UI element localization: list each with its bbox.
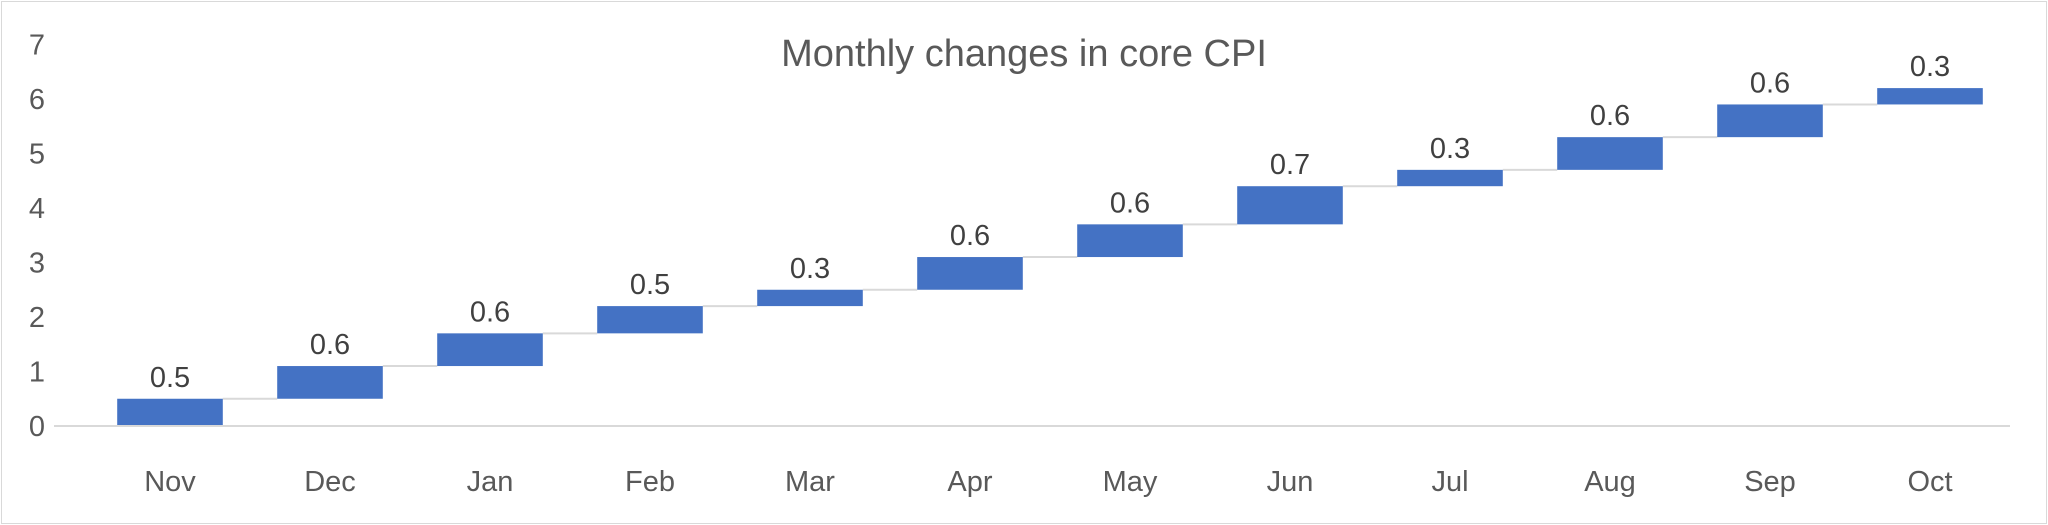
bar-sep [1717,104,1823,138]
data-label: 0.6 [470,296,510,328]
bar-aug [1557,137,1663,170]
data-label: 0.6 [950,220,990,252]
data-label: 0.6 [1110,187,1150,219]
x-tick-label: Oct [1907,466,1952,498]
bars [117,88,1983,426]
bar-oct [1877,88,1983,105]
data-label: 0.6 [1590,100,1630,132]
bar-feb [597,306,703,334]
y-tick-label: 7 [29,30,45,62]
data-label: 0.5 [630,269,670,301]
y-tick-label: 2 [29,302,45,334]
data-label: 0.3 [1430,133,1470,165]
bar-mar [757,289,863,307]
bar-nov [117,398,223,426]
x-tick-label: Mar [785,466,835,498]
data-label: 0.7 [1270,149,1310,181]
x-tick-label: Jul [1431,466,1468,498]
x-axis-tick-labels: Nov Dec Jan Feb Mar Apr May Jun Jul Aug Sep Oct [144,466,1952,498]
data-label: 0.3 [790,253,830,285]
data-label: 0.6 [310,329,350,361]
data-labels: 0.5 0.6 0.6 0.5 0.3 0.6 0.6 0.7 0.3 0.6 0.6 0.3 [150,51,1950,394]
x-tick-label: Dec [304,466,356,498]
y-tick-label: 3 [29,248,45,280]
x-tick-label: May [1103,466,1158,498]
x-tick-label: Sep [1744,466,1796,498]
bar-jun [1237,186,1343,225]
bar-may [1077,224,1183,258]
y-tick-label: 1 [29,357,45,389]
x-tick-label: Jan [467,466,514,498]
x-tick-label: Feb [625,466,675,498]
x-tick-label: Nov [144,466,196,498]
data-label: 0.5 [150,362,190,394]
bar-dec [277,366,383,399]
y-axis-tick-labels: 0 1 2 3 4 5 6 7 [29,30,45,444]
chart-title: Monthly changes in core CPI [781,33,1267,75]
bar-jul [1397,169,1503,187]
data-label: 0.3 [1910,51,1950,83]
bar-jan [437,333,543,367]
x-tick-label: Apr [947,466,992,498]
bar-apr [917,257,1023,290]
y-tick-label: 4 [29,193,45,225]
data-label: 0.6 [1750,67,1790,99]
x-tick-label: Jun [1267,466,1314,498]
x-tick-label: Aug [1584,466,1636,498]
y-tick-label: 0 [29,411,45,443]
connector-lines [222,103,1878,400]
y-tick-label: 5 [29,139,45,171]
y-tick-label: 6 [29,84,45,116]
